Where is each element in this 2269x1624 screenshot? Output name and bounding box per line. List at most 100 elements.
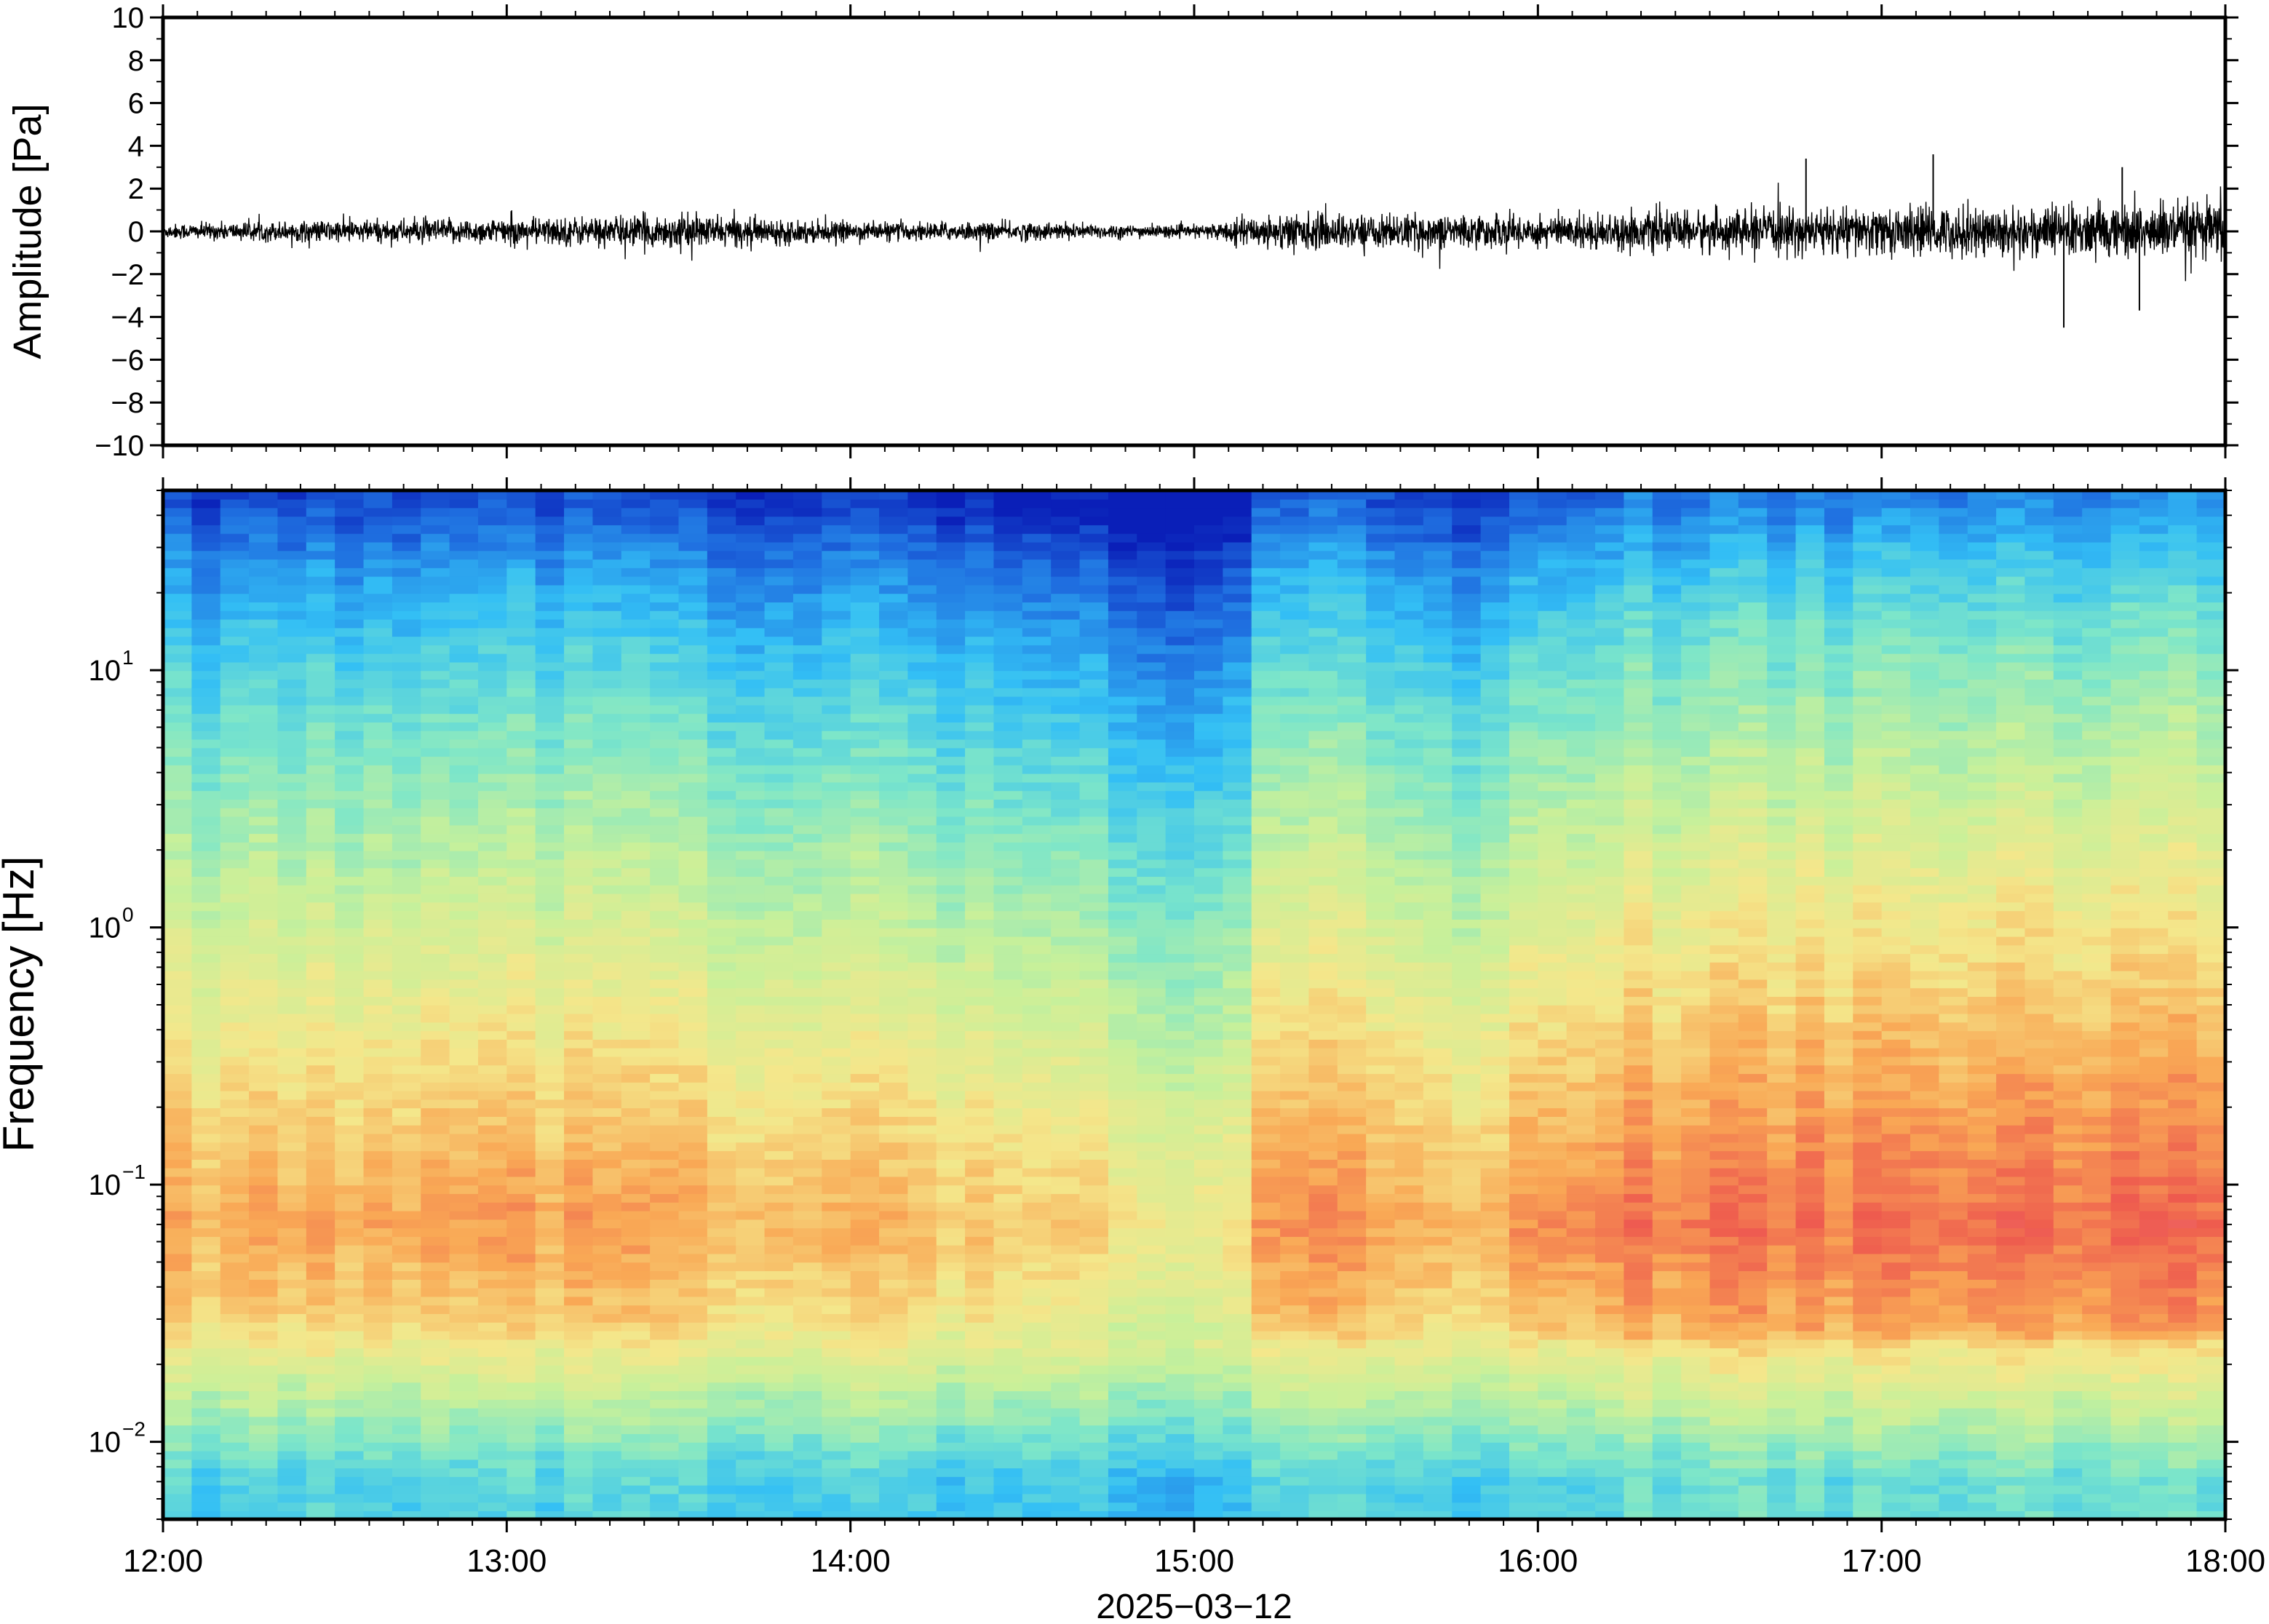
spectrogram-cell (792, 867, 823, 877)
spectrogram-cell (1223, 816, 1252, 826)
spectrogram-cell (306, 781, 335, 792)
spectrogram-cell (822, 799, 851, 808)
spectrogram-cell (392, 1433, 422, 1443)
spectrogram-cell (220, 1510, 250, 1519)
spectrogram-cell (392, 550, 422, 560)
spectrogram-cell (335, 1039, 365, 1048)
spectrogram-cell (1165, 1493, 1195, 1503)
spectrogram-cell (449, 987, 479, 998)
spectrogram-cell (564, 1348, 594, 1357)
spectrogram-cell (1194, 618, 1224, 629)
spectrogram-cell (363, 1022, 393, 1032)
spectrogram-cell (249, 576, 279, 586)
spectrogram-cell (592, 1407, 622, 1417)
spectrogram-cell (650, 756, 680, 765)
spectrogram-cell (249, 1476, 279, 1486)
spectrogram-cell (736, 901, 766, 912)
spectrogram-cell (764, 1210, 794, 1220)
spectrogram-cell (306, 1176, 335, 1186)
spectrogram-cell (163, 533, 193, 543)
spectrogram-cell (421, 747, 450, 757)
spectrogram-cell (363, 661, 393, 672)
spectrogram-cell (249, 1390, 279, 1400)
spectrogram-cell (363, 1099, 393, 1109)
spectrogram-cell (249, 1064, 279, 1075)
spectrogram-cell (1194, 944, 1224, 955)
spectrogram-cell (249, 1459, 279, 1469)
spectrogram-cell (678, 1022, 708, 1032)
spectrogram-cell (277, 1356, 307, 1366)
spectrogram-cell (879, 1348, 909, 1357)
spectrogram-cell (993, 576, 1023, 586)
spectrogram-cell (1251, 1030, 1281, 1040)
spectrogram-cell (564, 1116, 594, 1126)
spectrogram-cell (306, 636, 335, 645)
spectrogram-cell (306, 525, 335, 534)
spectrogram-cell (1079, 1090, 1109, 1100)
spectrogram-cell (936, 1227, 966, 1237)
spectrogram-cell (277, 559, 307, 568)
spectrogram-cell (650, 1082, 680, 1091)
spectrogram-cell (879, 1253, 909, 1263)
spectrogram-cell (707, 1407, 737, 1417)
spectrogram-cell (764, 525, 794, 534)
spectrogram-cell (477, 824, 508, 835)
spectrogram-cell (1251, 1082, 1281, 1091)
spectrogram-cell (277, 498, 307, 509)
spectrogram-cell (535, 876, 565, 885)
spectrogram-cell (621, 1227, 651, 1237)
spectrogram-cell (1194, 807, 1224, 817)
spectrogram-cell (477, 885, 508, 894)
spectrogram-cell (564, 756, 594, 765)
spectrogram-cell (363, 1202, 393, 1211)
spectrogram-cell (879, 1005, 909, 1014)
spectrogram-cell (392, 1407, 422, 1417)
spectrogram-cell (421, 516, 450, 525)
spectrogram-cell (306, 1099, 335, 1109)
spectrogram-cell (363, 1073, 393, 1083)
spectrogram-cell (621, 713, 651, 723)
spectrogram-cell (650, 807, 680, 817)
spectrogram-cell (421, 790, 450, 800)
spectrogram-cell (535, 1227, 565, 1237)
spectrogram-cell (621, 996, 651, 1006)
spectrogram-cell (249, 1082, 279, 1091)
spectrogram-cell (1079, 1382, 1109, 1392)
spectrogram-cell (678, 645, 708, 654)
spectrogram-cell (621, 1176, 651, 1186)
spectrogram-cell (163, 1484, 193, 1494)
spectrogram-cell (1079, 970, 1109, 980)
spectrogram-cell (449, 1450, 479, 1460)
spectrogram-cell (850, 1296, 880, 1306)
spectrogram-cell (879, 1313, 909, 1323)
spectrogram-cell (306, 1348, 335, 1357)
spectrogram-cell (650, 1468, 680, 1477)
spectrogram-cell (477, 799, 508, 808)
spectrogram-cell (564, 987, 594, 998)
spectrogram-cell (392, 1107, 422, 1117)
spectrogram-cell (1223, 1287, 1252, 1297)
spectrogram-cell (993, 816, 1023, 826)
spectrogram-cell (736, 773, 766, 783)
spectrogram-cell (535, 1202, 565, 1211)
spectrogram-cell (506, 1030, 536, 1040)
spectrogram-cell (1051, 1450, 1081, 1460)
spectrogram-cell (277, 696, 307, 706)
spectrogram-cell (363, 1082, 393, 1091)
spectrogram-cell (1165, 901, 1195, 912)
spectrogram-cell (306, 541, 335, 552)
spectrogram-cell (965, 516, 995, 525)
spectrogram-cell (392, 498, 422, 509)
spectrogram-cell (1194, 568, 1224, 577)
spectrogram-cell (306, 516, 335, 525)
spectrogram-cell (879, 568, 909, 577)
spectrogram-cell (965, 1107, 995, 1117)
spectrogram-cell (1280, 876, 1310, 885)
spectrogram-cell (1165, 1219, 1195, 1229)
spectrogram-cell (191, 893, 221, 903)
spectrogram-cell (249, 584, 279, 594)
spectrogram-cell (1051, 1425, 1081, 1434)
spectrogram-cell (736, 533, 766, 543)
spectrogram-cell (191, 1450, 221, 1460)
spectrogram-cell (1022, 833, 1052, 843)
